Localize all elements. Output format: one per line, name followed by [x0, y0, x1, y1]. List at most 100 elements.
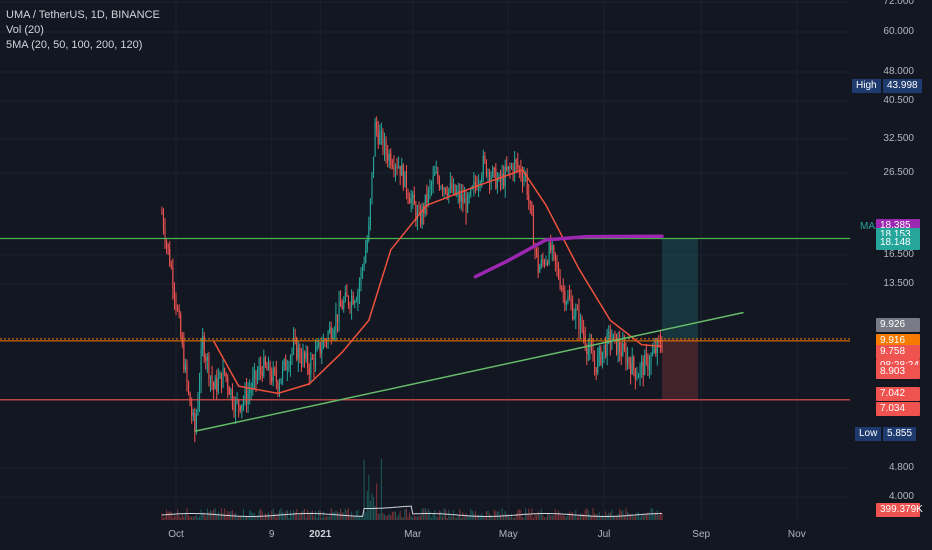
volume-bar — [426, 510, 428, 520]
volume-bar — [402, 517, 404, 520]
candle-body — [454, 184, 456, 195]
candle-body — [362, 266, 364, 271]
candle-body — [478, 183, 480, 189]
candle-body — [531, 203, 533, 215]
candle-body — [642, 361, 644, 376]
candle-body — [617, 341, 619, 354]
candle-body — [261, 370, 263, 377]
candle-body — [302, 352, 304, 364]
volume-bar — [272, 508, 274, 520]
candle-body — [650, 355, 652, 366]
volume-bar — [280, 508, 282, 520]
volume-bar — [601, 514, 603, 520]
candle-body — [242, 400, 244, 405]
candle-body — [239, 406, 241, 411]
candle-body — [216, 378, 218, 392]
volume-bar — [241, 517, 243, 520]
candle-body — [319, 342, 321, 354]
volume-bar — [415, 516, 417, 520]
volume-bar — [360, 514, 362, 520]
volume-bar — [344, 508, 346, 520]
candle-body — [526, 173, 528, 196]
candle-body — [564, 290, 566, 305]
volume-bar — [507, 514, 509, 520]
candle-body — [164, 228, 166, 242]
candle-body — [645, 354, 647, 356]
volume-bar — [289, 510, 291, 520]
candle-body — [418, 211, 420, 213]
volume-bar — [383, 514, 386, 520]
candle-body — [605, 344, 607, 357]
volume-bar — [161, 513, 163, 520]
volume-bar — [299, 513, 301, 520]
ma-red-line — [212, 168, 663, 395]
candle-body — [203, 335, 205, 359]
candle-body — [609, 331, 611, 343]
candle-body — [272, 368, 274, 382]
candle-body — [430, 184, 433, 186]
volume-bar — [228, 512, 230, 520]
legend-title[interactable]: UMA / TetherUS, 1D, BINANCE — [6, 9, 160, 21]
candle-body — [515, 159, 517, 162]
candle-body — [264, 357, 266, 366]
date-axis-label: Oct — [168, 529, 184, 540]
candle-body — [446, 192, 448, 197]
candle-body — [506, 166, 508, 170]
legend-volume[interactable]: Vol (20) — [6, 24, 44, 36]
candle-body — [498, 174, 500, 180]
candle-body — [548, 243, 550, 264]
position-stop-zone — [662, 338, 699, 400]
volume-bar — [637, 512, 640, 520]
volume-bar — [305, 517, 307, 520]
candle-body — [420, 212, 422, 225]
candle-body — [206, 356, 208, 361]
candle-body — [598, 348, 600, 355]
candle-body — [653, 347, 655, 353]
volume-bar — [479, 514, 481, 520]
volume-bar — [211, 510, 213, 520]
volume-bar — [274, 513, 276, 520]
volume-bar — [620, 510, 622, 520]
volume-bar — [460, 517, 462, 520]
volume-bar — [409, 512, 411, 520]
candle-body — [296, 339, 298, 360]
volume-bar — [521, 517, 524, 520]
volume-bar — [256, 516, 259, 520]
volume-bar — [553, 515, 555, 520]
price-tag: 9.758 — [876, 344, 920, 359]
candle-body — [173, 287, 175, 298]
candle-body — [341, 306, 343, 310]
candle-body — [379, 133, 381, 144]
volume-bar — [340, 508, 342, 520]
candle-body — [391, 165, 393, 167]
volume-bar — [592, 508, 594, 520]
volume-bar — [282, 511, 284, 520]
candle-body — [175, 297, 177, 309]
volume-bar — [244, 516, 246, 520]
volume-bar — [448, 509, 450, 520]
volume-bar — [250, 511, 252, 520]
candle-body — [398, 165, 400, 168]
candle-body — [620, 351, 622, 356]
volume-bar — [180, 517, 182, 520]
volume-bar — [173, 515, 175, 520]
volume-bar — [192, 516, 194, 520]
price-tag: 9.926 — [876, 317, 920, 332]
volume-bar — [474, 510, 476, 520]
candle-body — [401, 165, 403, 176]
legend-ma[interactable]: 5MA (20, 50, 100, 200, 120) — [6, 39, 143, 51]
candle-body — [459, 191, 461, 202]
volume-bar — [164, 516, 166, 520]
volume-bar — [365, 512, 367, 520]
volume-bar — [318, 510, 320, 520]
volume-bar — [636, 512, 638, 520]
candle-body — [366, 240, 368, 251]
volume-bar — [394, 511, 397, 520]
volume-bar — [647, 512, 649, 520]
volume-bar — [605, 511, 607, 520]
volume-bar — [260, 508, 262, 520]
volume-bar — [427, 508, 429, 520]
candle-body — [572, 302, 574, 319]
volume-bar — [191, 516, 193, 520]
